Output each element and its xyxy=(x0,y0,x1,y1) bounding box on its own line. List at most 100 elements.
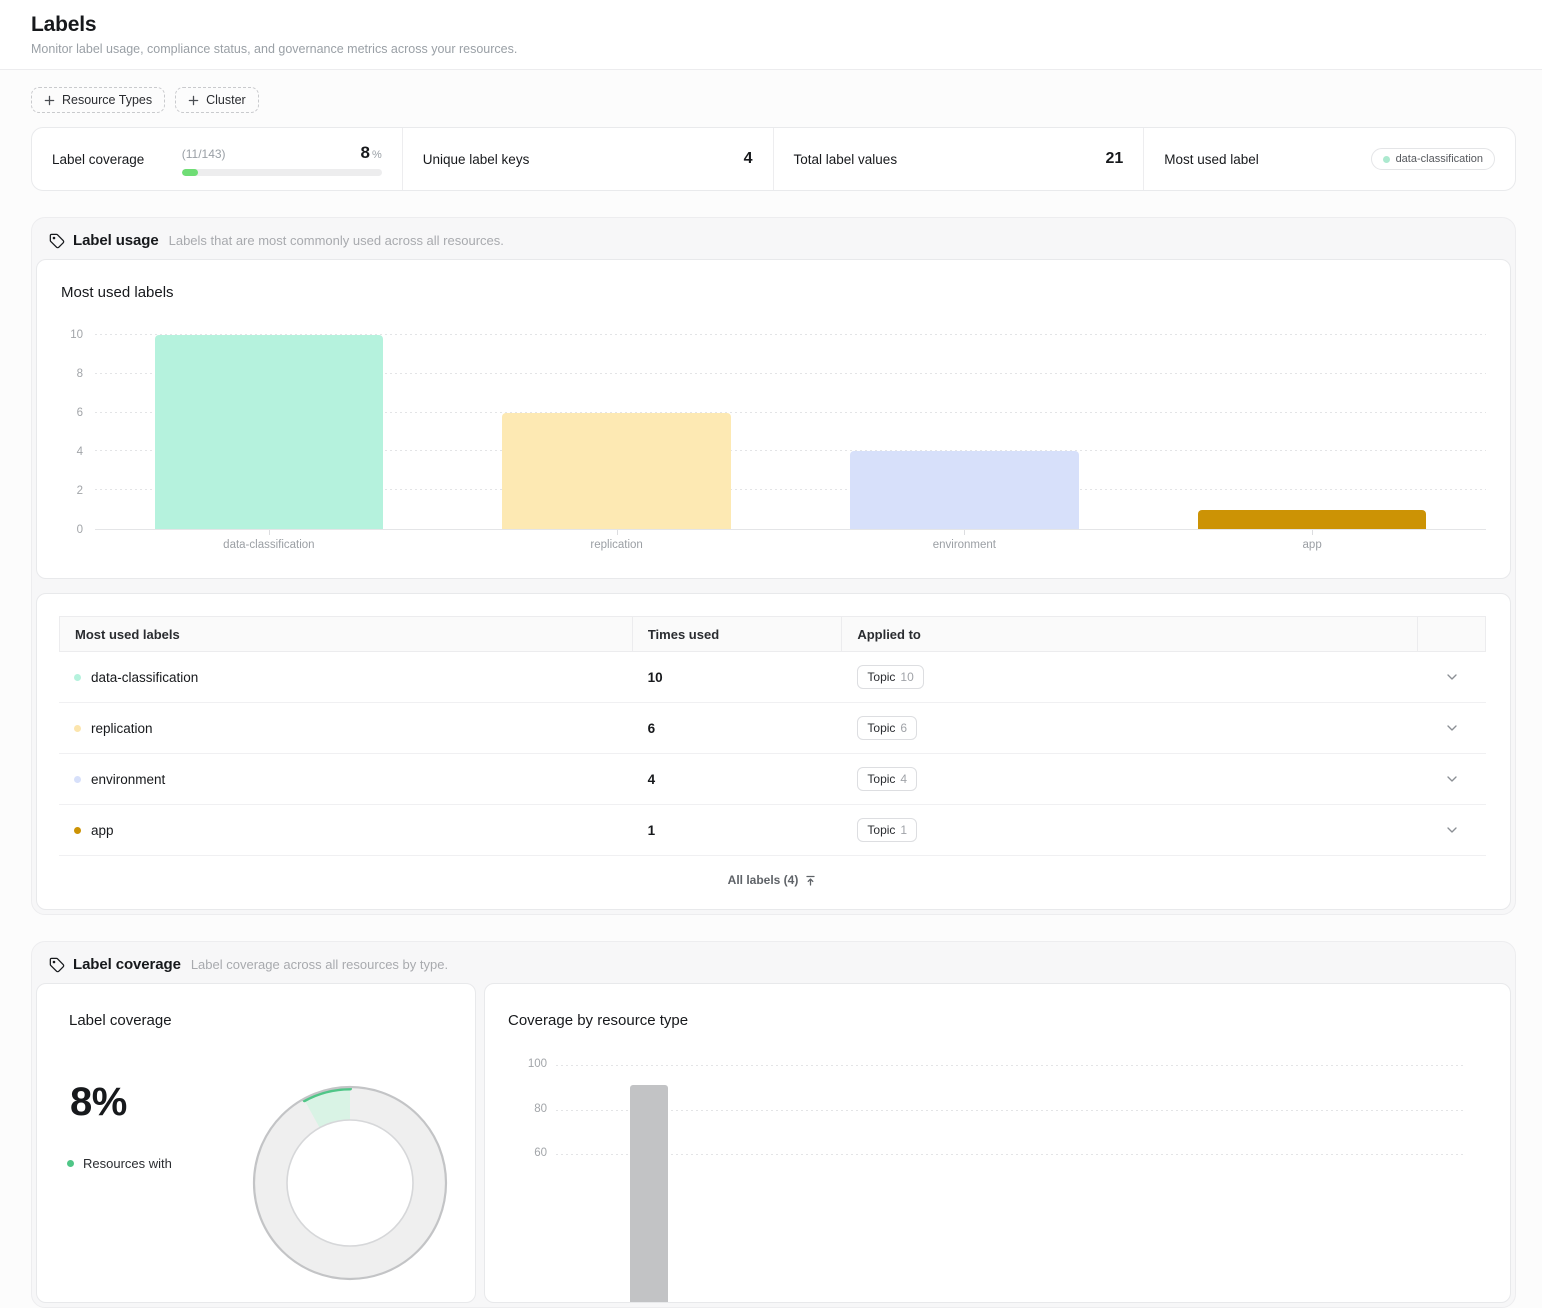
bar-slot xyxy=(95,335,443,529)
section-title: Label coverage xyxy=(73,956,181,973)
bar-data-classification[interactable] xyxy=(154,335,384,529)
chevron-down-icon[interactable] xyxy=(1444,720,1460,736)
page-header: Labels Monitor label usage, compliance s… xyxy=(0,0,1542,70)
plus-icon xyxy=(44,95,55,105)
label-name-cell: replication xyxy=(59,721,633,736)
bar-slot xyxy=(1138,335,1486,529)
applied-to-cell: Topic 6 xyxy=(842,716,1419,740)
bar-app[interactable] xyxy=(1197,509,1427,529)
y-axis-tick-label: 0 xyxy=(76,524,83,536)
y-axis-tick-label: 4 xyxy=(76,446,83,458)
coverage-fraction: (11/143) xyxy=(181,146,226,161)
plot-area xyxy=(95,334,1486,530)
label-color-dot xyxy=(74,724,81,732)
applied-to-badge[interactable]: Topic 4 xyxy=(857,767,918,791)
expand-row-cell[interactable] xyxy=(1419,669,1486,685)
stat-label: Total label values xyxy=(793,151,898,167)
x-axis-tick-label: app xyxy=(1302,539,1322,551)
tag-icon xyxy=(49,233,65,248)
label-table-row[interactable]: app 1 Topic 1 xyxy=(59,805,1486,856)
page-subtitle: Monitor label usage, compliance status, … xyxy=(31,42,518,56)
label-table-row[interactable]: environment 4 Topic 4 xyxy=(59,754,1486,805)
label-color-dot xyxy=(74,775,81,783)
applied-to-badge[interactable]: Topic 1 xyxy=(857,818,918,842)
gridline xyxy=(95,334,1486,335)
applied-to-cell: Topic 4 xyxy=(842,767,1419,791)
label-usage-section-header: Label usage Labels that are most commonl… xyxy=(36,222,1511,259)
stat-value: 21 xyxy=(1105,150,1124,167)
axis-tick xyxy=(268,530,270,535)
bar-Topic[interactable] xyxy=(630,1085,668,1302)
stat-label: Label coverage xyxy=(52,151,145,167)
times-used-cell: 10 xyxy=(647,669,663,685)
expand-row-cell[interactable] xyxy=(1419,771,1486,787)
label-table-row[interactable]: data-classification 10 Topic 10 xyxy=(59,652,1486,703)
stat-unique-label-keys: Unique label keys 4 xyxy=(403,128,774,190)
chart-title: Most used labels xyxy=(61,284,174,301)
expand-row-cell[interactable] xyxy=(1419,822,1486,838)
gridline xyxy=(95,411,1486,413)
gridline xyxy=(95,489,1486,491)
coverage-by-resource-type-card: Coverage by resource type 100 80 60 xyxy=(484,983,1511,1303)
label-name: replication xyxy=(91,720,153,736)
chevron-down-icon[interactable] xyxy=(1444,669,1460,685)
most-used-label-badge[interactable]: data-classification xyxy=(1370,148,1495,170)
axis-tick xyxy=(964,530,966,535)
times-used-cell: 1 xyxy=(647,822,656,838)
applied-to-cell: Topic 10 xyxy=(842,665,1419,689)
stat-value: 4 xyxy=(743,150,753,167)
times-used-cell: 6 xyxy=(647,720,656,736)
bar-environment[interactable] xyxy=(850,451,1079,529)
filter-bar: Resource Types Cluster xyxy=(31,87,1511,113)
gridline xyxy=(95,372,1486,374)
cluster-filter-button[interactable]: Cluster xyxy=(175,87,259,113)
label-color-dot xyxy=(74,673,81,681)
gridline xyxy=(556,1109,1466,1111)
bar-replication[interactable] xyxy=(502,412,731,529)
axis-tick xyxy=(616,530,618,535)
section-description: Labels that are most commonly used acros… xyxy=(168,233,504,248)
all-labels-toggle-label: All labels (4) xyxy=(727,873,799,887)
all-labels-toggle[interactable]: All labels (4) xyxy=(59,856,1486,897)
applied-to-count: 10 xyxy=(900,670,914,684)
resource-types-filter-button[interactable]: Resource Types xyxy=(31,87,166,113)
bar-slot xyxy=(791,335,1139,529)
x-axis-category: replication xyxy=(443,530,791,560)
stat-label: Unique label keys xyxy=(422,151,530,167)
coverage-value: 8 xyxy=(360,142,370,162)
column-header-times-used: Times used xyxy=(633,617,843,651)
applied-to-kind: Topic xyxy=(867,772,896,786)
chevron-down-icon[interactable] xyxy=(1444,822,1460,838)
coverage-progress-bar xyxy=(181,168,382,176)
most-used-labels-chart-card: Most used labels 0 2 4 6 8 10 data-classifica… xyxy=(36,259,1511,579)
x-axis-tick-label: environment xyxy=(932,539,997,551)
applied-to-badge[interactable]: Topic 10 xyxy=(857,665,924,689)
expand-row-cell[interactable] xyxy=(1419,720,1486,736)
gridline xyxy=(556,1154,1466,1155)
chevron-down-icon[interactable] xyxy=(1444,771,1460,787)
label-coverage-section-header: Label coverage Label coverage across all… xyxy=(36,946,1511,983)
gridline xyxy=(95,450,1486,452)
y-axis-tick-label: 8 xyxy=(76,368,83,380)
stat-label: Most used label xyxy=(1164,151,1259,167)
applied-to-count: 1 xyxy=(900,823,908,837)
stat-most-used-label: Most used label data-classification xyxy=(1144,128,1515,190)
axis-tick xyxy=(1312,530,1314,535)
most-used-labels-bar-chart: 0 2 4 6 8 10 xyxy=(61,329,1486,536)
y-axis-tick-label: 100 xyxy=(527,1058,547,1070)
label-table-row[interactable]: replication 6 Topic 6 xyxy=(59,703,1486,754)
x-axis: data-classification replication environmen… xyxy=(95,530,1486,560)
applied-to-badge[interactable]: Topic 6 xyxy=(857,716,918,740)
applied-to-cell: Topic 1 xyxy=(842,818,1419,842)
y-axis-tick-label: 60 xyxy=(534,1147,547,1159)
table-header-row: Most used labels Times used Applied to xyxy=(59,616,1486,652)
coverage-donut-chart xyxy=(252,1085,448,1281)
column-header-actions xyxy=(1418,617,1485,651)
applied-to-kind: Topic xyxy=(867,823,896,837)
label-name: environment xyxy=(91,771,166,787)
times-used-cell: 4 xyxy=(647,771,656,787)
label-coverage-donut-card: Label coverage 8% Resources with xyxy=(36,983,476,1303)
applied-to-count: 6 xyxy=(900,721,908,735)
stats-row: Label coverage (11/143) 8% Unique label … xyxy=(31,127,1516,191)
label-name: data-classification xyxy=(91,669,199,685)
